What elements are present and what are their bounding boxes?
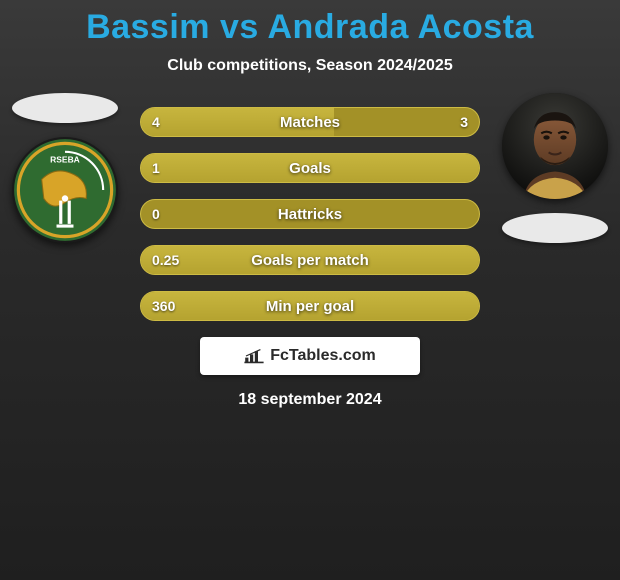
stat-row: Goals per match0.25 <box>140 245 480 275</box>
stat-bar-track <box>140 245 480 275</box>
branding-badge: FcTables.com <box>200 337 420 375</box>
stat-bar-fill <box>141 108 334 136</box>
branding-text: FcTables.com <box>270 347 376 365</box>
player-right-column <box>496 93 614 243</box>
stat-bar-fill <box>141 246 479 274</box>
stat-bar-fill <box>141 292 479 320</box>
player-left-name-pill <box>12 93 118 123</box>
page-title: Bassim vs Andrada Acosta <box>0 0 620 47</box>
player-left-column: RSEBA <box>6 93 124 243</box>
subtitle: Club competitions, Season 2024/2025 <box>0 57 620 75</box>
snapshot-date: 18 september 2024 <box>0 391 620 409</box>
player-right-name-pill <box>502 213 608 243</box>
stat-bar-track <box>140 153 480 183</box>
stat-bar-fill <box>141 154 479 182</box>
comparison-main: RSEBA <box>0 107 620 409</box>
player-photo-icon <box>502 93 608 199</box>
bar-chart-icon <box>244 348 264 364</box>
club-crest-icon: RSEBA <box>12 137 118 243</box>
stat-bar-track <box>140 107 480 137</box>
stat-bars: Matches43 Goals1 Hattricks0 Goals per match… <box>140 107 480 321</box>
stat-row: Min per goal360 <box>140 291 480 321</box>
svg-text:RSEBA: RSEBA <box>50 154 80 164</box>
stat-row: Hattricks0 <box>140 199 480 229</box>
stat-row: Matches43 <box>140 107 480 137</box>
stat-bar-track <box>140 199 480 229</box>
player-left-crest: RSEBA <box>12 137 118 243</box>
player-right-photo <box>502 93 608 199</box>
stat-bar-track <box>140 291 480 321</box>
stat-row: Goals1 <box>140 153 480 183</box>
